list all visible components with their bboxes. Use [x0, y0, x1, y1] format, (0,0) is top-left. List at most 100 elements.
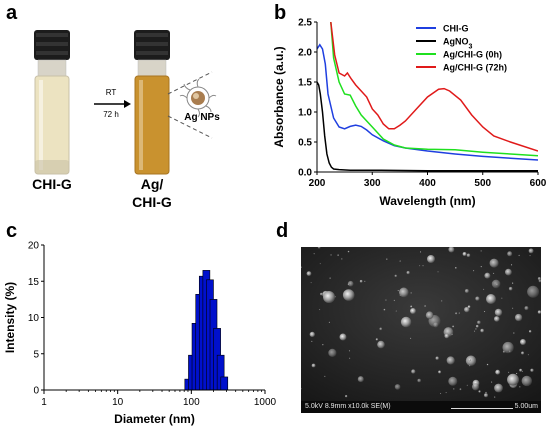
sem-particle	[349, 357, 351, 359]
sem-particle	[493, 272, 495, 274]
sem-particle	[529, 255, 531, 257]
sem-particle	[411, 369, 416, 374]
sem-particle	[469, 365, 471, 367]
vial2-label-line1: Ag/	[140, 176, 164, 192]
sem-particle	[438, 370, 442, 374]
sem-info-right: 5.00um	[514, 403, 538, 410]
sem-particle	[377, 340, 385, 349]
sem-particle	[537, 310, 541, 314]
sem-particle	[475, 324, 479, 328]
sem-particle	[493, 316, 500, 322]
sem-particle	[322, 343, 324, 346]
y-axis-label: Intensity (%)	[3, 282, 17, 353]
sem-info-left: 5.0kV 8.9mm x10.0k SE(M)	[305, 403, 391, 410]
legend-label: Ag/CHI-G (72h)	[443, 63, 507, 73]
sem-particle	[466, 253, 471, 258]
sem-particle	[347, 283, 350, 286]
sem-particle	[364, 280, 366, 282]
sem-particle	[341, 258, 343, 260]
y-tick-label: 1.5	[298, 78, 312, 89]
x-tick-label: 100	[183, 397, 200, 408]
sem-particle	[485, 391, 487, 394]
sem-particle	[379, 327, 383, 331]
sem-particle	[459, 388, 462, 391]
sem-particle	[521, 370, 523, 372]
series-line-1	[317, 81, 538, 172]
sem-particle	[424, 305, 427, 308]
sem-particle	[483, 310, 486, 313]
sem-particle	[514, 313, 523, 322]
sem-particle	[400, 316, 412, 328]
sem-particle	[329, 277, 331, 279]
sem-particle	[480, 328, 485, 333]
y-axis-label: Absorbance (a.u.)	[272, 46, 286, 147]
sem-particle	[393, 299, 396, 302]
sem-particle	[516, 372, 518, 375]
sem-particle	[528, 248, 534, 254]
sem-particle	[410, 305, 413, 308]
sem-particle	[437, 271, 439, 273]
sem-particle	[510, 264, 513, 266]
sem-particle	[422, 265, 424, 267]
sem-particle	[310, 282, 312, 284]
sem-particle	[489, 258, 499, 268]
sem-particle	[494, 396, 496, 398]
sem-particle	[342, 289, 355, 301]
sem-particle	[420, 251, 422, 253]
sem-particle	[480, 266, 482, 268]
sem-particle	[528, 330, 532, 333]
sem-particle	[483, 393, 489, 398]
sem-particle	[394, 274, 398, 278]
sem-particle	[444, 333, 450, 339]
sem-particle	[339, 333, 347, 341]
sem-particle	[453, 388, 455, 390]
x-axis-label: Diameter (nm)	[114, 412, 195, 426]
sem-particle	[477, 320, 481, 325]
panel-a-letter: a	[6, 2, 18, 24]
histogram-bar	[220, 376, 229, 391]
legend-label: AgNO3	[443, 37, 473, 51]
sem-particle	[309, 331, 315, 338]
y-tick-label: 2.0	[298, 48, 312, 59]
vial-illustration	[34, 30, 217, 175]
sem-particle	[301, 388, 302, 390]
sem-particle	[306, 271, 312, 276]
series-line-2	[330, 22, 538, 157]
x-tick-label: 1000	[254, 397, 277, 408]
sem-particle	[471, 383, 480, 391]
sem-particle	[513, 332, 515, 334]
sem-particle	[486, 294, 496, 304]
reaction-arrow	[94, 100, 131, 108]
sem-particle	[427, 255, 435, 263]
sem-particle	[394, 384, 401, 390]
nanoparticle-icon	[179, 78, 217, 118]
sem-particle	[399, 260, 401, 262]
sem-particle	[537, 277, 541, 281]
sem-background	[301, 247, 541, 401]
sem-particle	[301, 266, 303, 269]
sem-particle	[311, 363, 316, 368]
sem-particle	[504, 268, 512, 276]
x-tick-label: 300	[364, 178, 381, 189]
panel-b-letter: b	[274, 2, 287, 24]
dls-histogram: 1 10 100 1000 0 5 10 15 20 Diameter (nm) Intensity…	[3, 241, 277, 427]
sem-particle	[324, 375, 326, 378]
sem-particle	[521, 375, 533, 387]
sem-particle	[441, 300, 443, 302]
sem-particle	[399, 294, 401, 296]
y-tick-label: 10	[28, 313, 40, 324]
sem-particle	[448, 376, 458, 386]
sem-particle	[524, 306, 529, 311]
x-tick-label: 400	[419, 178, 436, 189]
sem-particle	[501, 297, 503, 299]
legend-label: CHI-G	[443, 24, 469, 34]
sem-particle	[473, 330, 476, 332]
sem-particle	[398, 287, 409, 298]
sem-particle	[508, 371, 510, 373]
vial-chi-g	[34, 30, 70, 175]
sem-particle	[508, 286, 513, 291]
sem-particle	[467, 305, 471, 309]
sem-particle	[347, 280, 354, 287]
sem-particle	[406, 270, 410, 275]
sem-particle	[486, 363, 489, 366]
